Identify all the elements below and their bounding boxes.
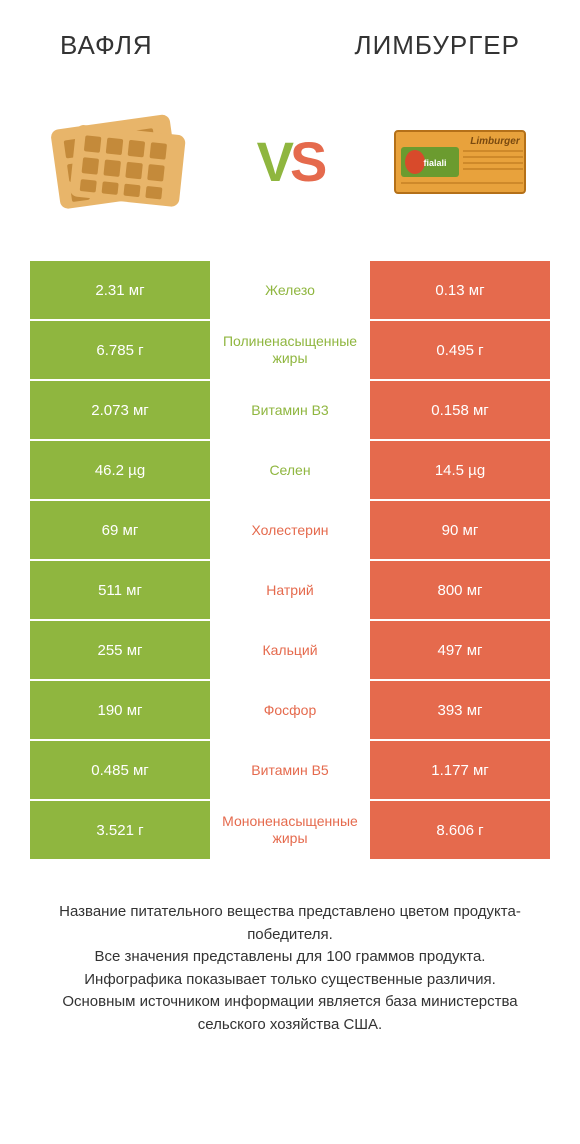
waffle-image bbox=[40, 101, 200, 221]
left-value: 6.785 г bbox=[30, 321, 210, 379]
left-value: 2.31 мг bbox=[30, 261, 210, 319]
vs-badge: VS bbox=[257, 129, 324, 194]
left-value: 0.485 мг bbox=[30, 741, 210, 799]
nutrient-label: Натрий bbox=[210, 561, 370, 619]
nutrient-label: Витамин B5 bbox=[210, 741, 370, 799]
vs-s: S bbox=[290, 130, 323, 193]
right-value: 497 мг bbox=[370, 621, 550, 679]
table-row: 69 мгХолестерин90 мг bbox=[30, 501, 550, 559]
left-value: 190 мг bbox=[30, 681, 210, 739]
vs-v: V bbox=[257, 130, 290, 193]
right-value: 0.158 мг bbox=[370, 381, 550, 439]
limburger-image: fialali Limburger bbox=[380, 101, 540, 221]
nutrient-label: Фосфор bbox=[210, 681, 370, 739]
right-value: 800 мг bbox=[370, 561, 550, 619]
left-value: 46.2 µg bbox=[30, 441, 210, 499]
table-row: 511 мгНатрий800 мг bbox=[30, 561, 550, 619]
left-product-title: ВАФЛЯ bbox=[60, 30, 153, 61]
table-row: 190 мгФосфор393 мг bbox=[30, 681, 550, 739]
left-value: 2.073 мг bbox=[30, 381, 210, 439]
table-row: 46.2 µgСелен14.5 µg bbox=[30, 441, 550, 499]
footer-line: Название питательного вещества представл… bbox=[30, 901, 550, 946]
table-row: 3.521 гМононенасыщенные жиры8.606 г bbox=[30, 801, 550, 859]
left-value: 511 мг bbox=[30, 561, 210, 619]
footer-line: Все значения представлены для 100 граммо… bbox=[30, 946, 550, 969]
infographic-container: ВАФЛЯ ЛИМБУРГЕР bbox=[0, 0, 580, 1144]
table-row: 2.31 мгЖелезо0.13 мг bbox=[30, 261, 550, 319]
comparison-table: 2.31 мгЖелезо0.13 мг6.785 гПолиненасыщен… bbox=[0, 261, 580, 861]
right-value: 14.5 µg bbox=[370, 441, 550, 499]
right-value: 90 мг bbox=[370, 501, 550, 559]
nutrient-label: Селен bbox=[210, 441, 370, 499]
right-value: 0.13 мг bbox=[370, 261, 550, 319]
hero-row: VS fialali Limburger bbox=[0, 81, 580, 261]
right-product-title: ЛИМБУРГЕР bbox=[355, 30, 521, 61]
header: ВАФЛЯ ЛИМБУРГЕР bbox=[0, 0, 580, 81]
table-row: 2.073 мгВитамин B30.158 мг bbox=[30, 381, 550, 439]
footer-notes: Название питательного вещества представл… bbox=[0, 861, 580, 1056]
left-value: 3.521 г bbox=[30, 801, 210, 859]
right-value: 393 мг bbox=[370, 681, 550, 739]
right-value: 8.606 г bbox=[370, 801, 550, 859]
table-row: 0.485 мгВитамин B51.177 мг bbox=[30, 741, 550, 799]
nutrient-label: Кальций bbox=[210, 621, 370, 679]
footer-line: Инфографика показывает только существенн… bbox=[30, 969, 550, 992]
nutrient-label: Мононенасыщенные жиры bbox=[210, 801, 370, 859]
nutrient-label: Полиненасыщенные жиры bbox=[210, 321, 370, 379]
nutrient-label: Холестерин bbox=[210, 501, 370, 559]
svg-text:Limburger: Limburger bbox=[470, 136, 521, 147]
table-row: 6.785 гПолиненасыщенные жиры0.495 г bbox=[30, 321, 550, 379]
left-value: 255 мг bbox=[30, 621, 210, 679]
nutrient-label: Витамин B3 bbox=[210, 381, 370, 439]
left-value: 69 мг bbox=[30, 501, 210, 559]
footer-line: Основным источником информации является … bbox=[30, 991, 550, 1036]
table-row: 255 мгКальций497 мг bbox=[30, 621, 550, 679]
svg-text:fialali: fialali bbox=[423, 158, 446, 168]
right-value: 0.495 г bbox=[370, 321, 550, 379]
right-value: 1.177 мг bbox=[370, 741, 550, 799]
nutrient-label: Железо bbox=[210, 261, 370, 319]
